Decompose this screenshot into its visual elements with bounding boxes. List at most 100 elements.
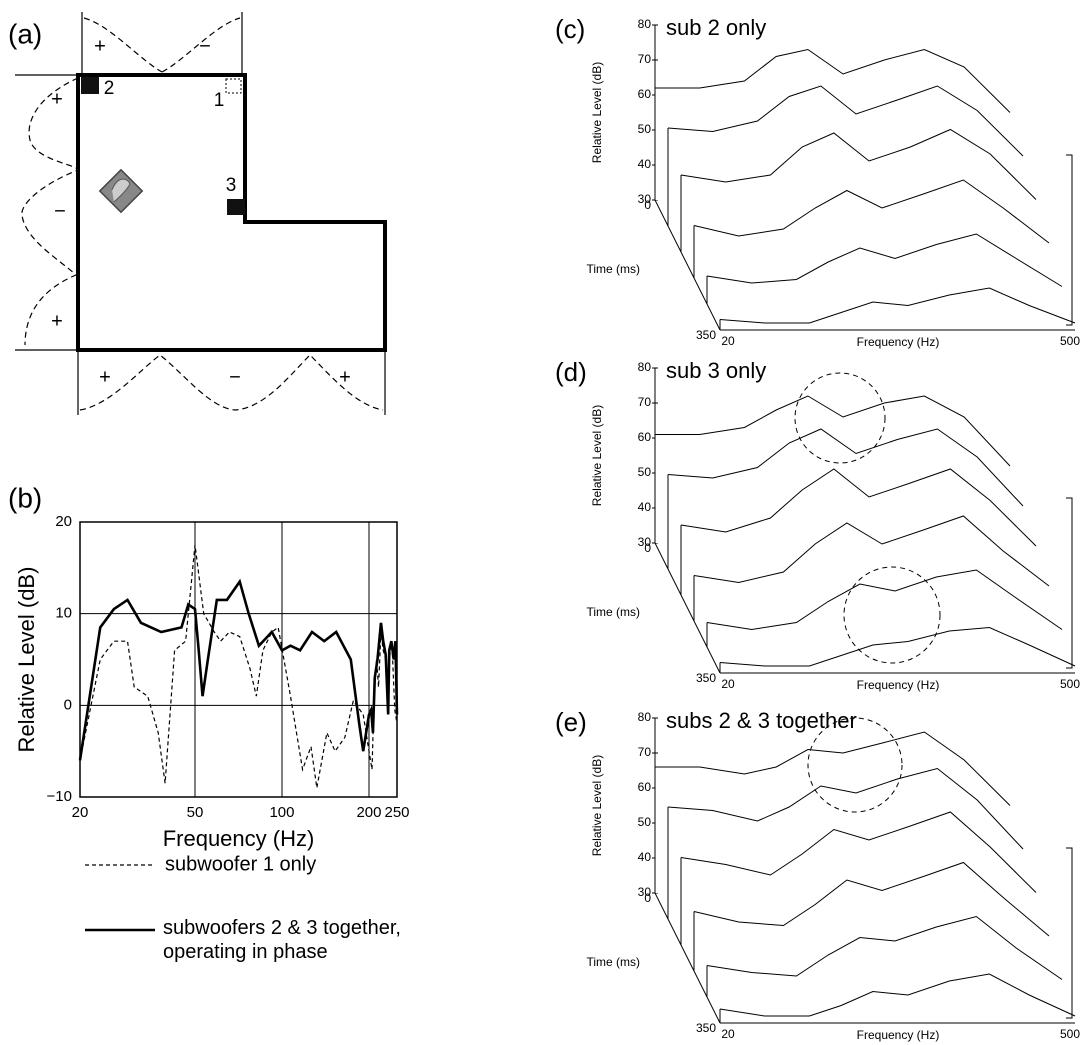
y-tick-label: 60 [638,780,652,794]
data-line [667,767,1024,850]
y-tick-label: 70 [638,52,652,66]
data-line [719,287,1076,324]
slice-fill [720,627,1075,673]
t-tick-label: 350 [696,671,716,685]
data-line [693,861,1050,937]
data-line [719,973,1076,1017]
x-tick-label: 50 [187,804,204,821]
y-tick-label: 30 [638,885,652,899]
axis-line [654,542,721,674]
speaker [227,199,245,215]
mode-sign: − [54,200,66,222]
speaker [81,77,99,94]
y-axis-label: Relative Level (dB) [590,62,604,163]
data-line [693,179,1050,244]
slice-fill [707,570,1062,647]
annotation-circle [807,717,903,813]
x-tick-label: 20 [72,804,89,821]
x-tick-label: 100 [269,804,294,821]
x-tick-label: 500 [1060,677,1080,691]
y-tick-label: −10 [47,788,72,805]
legend-label: subwoofer 1 only [165,853,316,875]
data-line [693,515,1050,587]
slice-fill [720,288,1075,330]
mode-sign: + [339,366,351,388]
data-line [706,233,1063,287]
panel-label: (c) [555,14,585,44]
y-tick-label: 0 [64,696,72,713]
y-axis-label: Relative Level (dB) [590,405,604,506]
legend-label: subwoofers 2 & 3 together, operating in … [163,917,401,963]
x-tick-label: 500 [1060,334,1080,348]
annotation-circle [794,372,886,464]
panel-label: (d) [555,357,587,387]
t-tick-label: 350 [696,328,716,342]
x-tick-label: 500 [1060,1027,1080,1041]
y-tick-label: 30 [638,192,652,206]
y-tick-label: 40 [638,157,652,171]
x-tick-label: 250 [384,804,409,821]
slice-fill [720,974,1075,1023]
slice-fill [707,234,1062,304]
x-tick-label: 20 [721,1027,735,1041]
x-axis-label: Frequency (Hz) [857,335,940,349]
y-tick-label: 60 [638,87,652,101]
mode-sign: + [51,310,63,332]
data-line [680,811,1037,893]
mode-sign: + [51,88,63,110]
mode-sign: − [229,366,241,388]
x-tick-label: 20 [721,677,735,691]
y-axis-label: Relative Level (dB) [590,755,604,856]
x-axis-label: Frequency (Hz) [857,678,940,692]
y-tick-label: 40 [638,500,652,514]
y-tick-label: 80 [638,17,652,31]
annotation-circle [843,566,941,664]
chart-title: subs 2 & 3 together [666,708,857,733]
mode-curve [21,77,79,346]
axis-line [654,199,721,331]
chart-title: sub 2 only [666,15,766,40]
x-axis-label: Frequency (Hz) [857,1028,940,1042]
y-tick-label: 50 [638,122,652,136]
t-tick-label: 350 [696,1021,716,1035]
data-line [719,626,1076,667]
x-axis-label: Frequency (Hz) [163,826,315,851]
mode-sign: + [99,366,111,388]
data-line [78,578,399,761]
speaker-label: 2 [104,78,115,99]
y-tick-label: 30 [638,535,652,549]
data-line [667,85,1024,157]
data-line [655,731,1011,806]
y-tick-label: 70 [638,395,652,409]
chart-title: sub 3 only [666,358,766,383]
speaker-label: 3 [226,175,237,196]
y-tick-label: 70 [638,745,652,759]
y-tick-label: 40 [638,850,652,864]
speaker-label: 1 [214,90,225,111]
data-line [706,915,1063,980]
t-axis-label: Time (ms) [586,262,640,276]
data-line [680,468,1037,547]
x-tick-label: 20 [721,334,735,348]
y-tick-label: 60 [638,430,652,444]
data-line [655,395,1011,467]
data-line [655,48,1011,113]
scale-bracket [1066,847,1073,1019]
t-tick-label: 0 [644,198,651,212]
y-tick-label: 10 [55,605,72,622]
mode-sign: + [94,35,106,57]
listener-icon [111,178,131,203]
t-axis-label: Time (ms) [586,955,640,969]
scale-bracket [1066,497,1073,669]
y-tick-label: 80 [638,360,652,374]
x-tick-label: 200 [356,804,381,821]
mode-curve [83,17,241,73]
speaker [225,78,242,94]
t-axis-label: Time (ms) [586,605,640,619]
y-axis-label: Relative Level (dB) [14,567,39,753]
mode-curve [79,354,384,411]
data-line [667,428,1024,507]
room-diagram [15,12,387,415]
